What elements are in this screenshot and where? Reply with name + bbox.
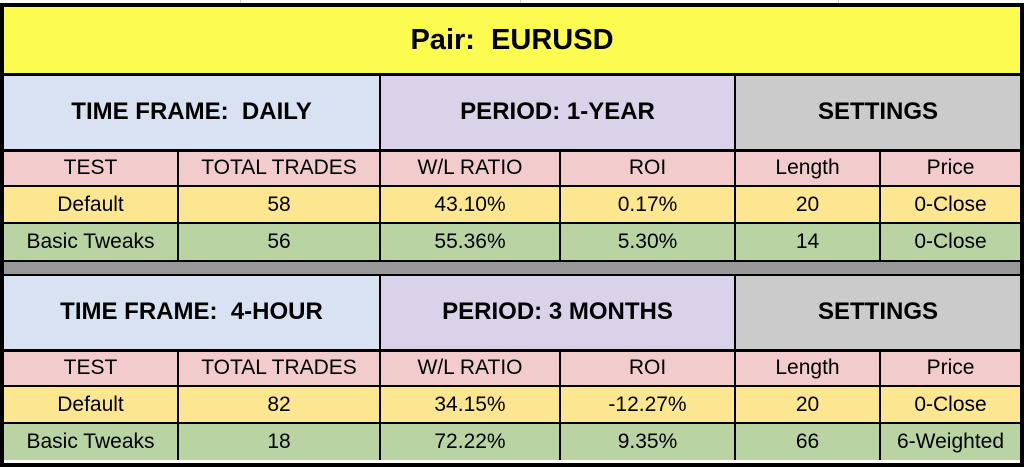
col-header-test: TEST xyxy=(4,349,179,387)
spreadsheet-gridline-strip xyxy=(0,0,1024,3)
timeframe-header: TIME FRAME: DAILY xyxy=(4,76,382,152)
cell-roi: 5.30% xyxy=(559,222,737,260)
cell-price: 0-Close xyxy=(878,385,1021,424)
cell-test: Basic Tweaks xyxy=(4,222,179,260)
cell-test: Default xyxy=(4,185,179,224)
four-hour-section-header: TIME FRAME: 4-HOUR PERIOD: 3 MONTHS SETT… xyxy=(4,276,1021,352)
cell-total-trades: 82 xyxy=(177,385,381,424)
col-header-wl-ratio: W/L RATIO xyxy=(379,149,562,187)
cell-roi: -12.27% xyxy=(559,385,736,424)
daily-table: TIME FRAME: DAILY PERIOD: 1-YEAR SETTING… xyxy=(4,76,1021,260)
col-header-length: Length xyxy=(734,349,881,387)
col-header-wl-ratio: W/L RATIO xyxy=(379,349,561,387)
cell-wl-ratio: 34.15% xyxy=(379,385,561,424)
col-header-price: Price xyxy=(879,149,1021,187)
cell-test: Basic Tweaks xyxy=(4,422,179,460)
cell-wl-ratio: 72.22% xyxy=(379,422,561,460)
cell-total-trades: 56 xyxy=(176,222,382,260)
gridline-tick xyxy=(520,0,521,3)
timeframe-header: TIME FRAME: 4-HOUR xyxy=(4,276,381,352)
col-header-price: Price xyxy=(878,349,1021,387)
daily-section-header: TIME FRAME: DAILY PERIOD: 1-YEAR SETTING… xyxy=(4,76,1021,152)
table-row: Basic Tweaks 56 55.36% 5.30% 14 0-Close xyxy=(4,222,1021,260)
pair-title: Pair: EURUSD xyxy=(4,7,1020,76)
col-header-roi: ROI xyxy=(559,149,737,187)
cell-wl-ratio: 55.36% xyxy=(379,222,562,260)
gridline-tick xyxy=(838,0,839,3)
four-hour-table: TIME FRAME: 4-HOUR PERIOD: 3 MONTHS SETT… xyxy=(4,276,1021,460)
settings-header: SETTINGS xyxy=(733,276,1021,352)
cell-price: 0-Close xyxy=(879,222,1021,260)
cell-wl-ratio: 43.10% xyxy=(379,185,562,224)
col-header-roi: ROI xyxy=(559,349,736,387)
section-divider xyxy=(4,260,1020,276)
table-row: Basic Tweaks 18 72.22% 9.35% 66 6-Weight… xyxy=(4,422,1021,460)
cell-length: 20 xyxy=(734,185,882,224)
period-header: PERIOD: 3 MONTHS xyxy=(379,276,736,352)
daily-column-header-row: TEST TOTAL TRADES W/L RATIO ROI Length P… xyxy=(4,149,1021,187)
cell-length: 66 xyxy=(734,422,881,460)
cell-total-trades: 58 xyxy=(176,185,382,224)
cell-price: 0-Close xyxy=(879,185,1021,224)
period-header: PERIOD: 1-YEAR xyxy=(379,76,737,152)
cell-length: 14 xyxy=(734,222,882,260)
settings-header: SETTINGS xyxy=(734,76,1021,152)
col-header-total-trades: TOTAL TRADES xyxy=(177,349,381,387)
cell-price: 6-Weighted xyxy=(878,422,1021,460)
col-header-length: Length xyxy=(734,149,882,187)
col-header-total-trades: TOTAL TRADES xyxy=(176,149,382,187)
table-row: Default 82 34.15% -12.27% 20 0-Close xyxy=(4,385,1021,424)
gridline-tick xyxy=(240,0,241,3)
cell-length: 20 xyxy=(734,385,881,424)
col-header-test: TEST xyxy=(4,149,179,187)
four-hour-column-header-row: TEST TOTAL TRADES W/L RATIO ROI Length P… xyxy=(4,349,1021,387)
cell-test: Default xyxy=(4,385,179,424)
table-row: Default 58 43.10% 0.17% 20 0-Close xyxy=(4,185,1021,224)
cell-roi: 0.17% xyxy=(559,185,737,224)
cell-roi: 9.35% xyxy=(559,422,736,460)
table-frame: Pair: EURUSD TIME FRAME: DAILY PERIOD: 1… xyxy=(0,3,1024,467)
cell-total-trades: 18 xyxy=(177,422,381,460)
